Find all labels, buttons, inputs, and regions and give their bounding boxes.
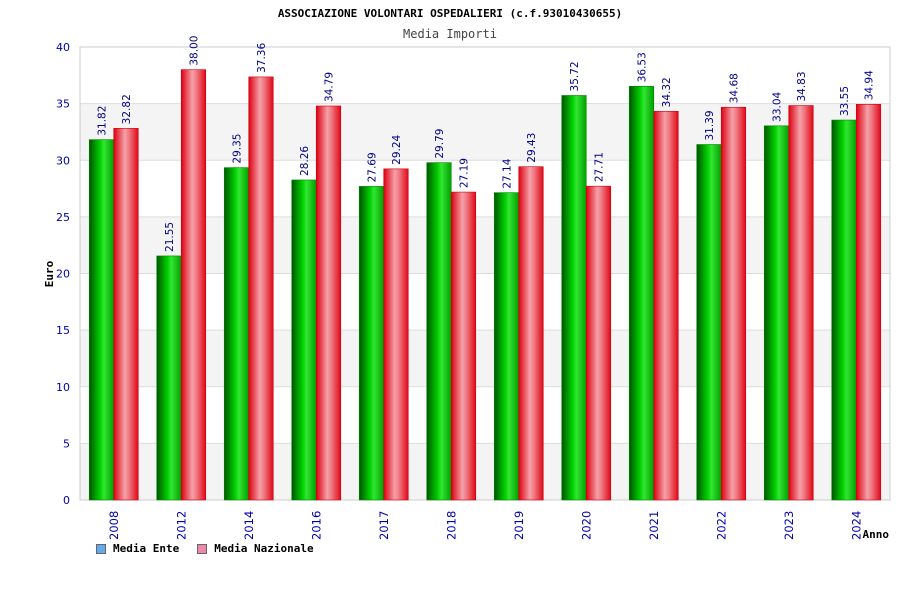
bar-media-ente — [831, 119, 857, 501]
bar-media-ente — [628, 85, 655, 501]
legend-label-nazionale: Media Nazionale — [214, 542, 314, 555]
x-tick-label: 2020 — [579, 511, 593, 540]
bar-value-label: 35.72 — [569, 61, 581, 91]
bars-group — [88, 69, 882, 501]
bar-media-ente — [426, 162, 452, 501]
bar-value-label: 34.94 — [864, 70, 876, 100]
x-tick-label: 2024 — [849, 511, 863, 540]
bar-value-label: 34.68 — [729, 73, 741, 103]
bar-value-label: 34.32 — [661, 77, 673, 107]
bar-media-nazionale — [383, 168, 409, 501]
legend-item-ente: Media Ente — [96, 542, 179, 555]
bar-labels-group: 31.82 32.82 21.55 38.00 29.35 37.36 28.26 34.79… — [97, 36, 876, 252]
bar-media-ente — [291, 179, 317, 501]
bar-value-label: 38.00 — [189, 36, 201, 66]
legend-swatch-ente — [96, 543, 106, 554]
x-tick-label: 2012 — [174, 511, 188, 540]
bar-value-label: 29.24 — [391, 134, 403, 164]
bar-media-nazionale — [653, 111, 679, 501]
bar-value-label: 28.26 — [299, 146, 311, 176]
bar-value-label: 27.19 — [459, 158, 471, 188]
bar-value-label: 27.71 — [594, 152, 606, 182]
chart-title: ASSOCIAZIONE VOLONTARI OSPEDALIERI (c.f.… — [278, 7, 622, 20]
x-tick-label: 2017 — [377, 511, 391, 540]
grid-band — [80, 386, 890, 444]
legend-label-ente: Media Ente — [113, 542, 180, 555]
bar-media-ente — [358, 186, 385, 501]
y-tick-label: 25 — [56, 211, 70, 224]
bar-value-label: 37.36 — [256, 43, 268, 73]
bar-media-ente — [696, 144, 722, 501]
bar-media-ente — [561, 95, 587, 501]
bar-value-label: 33.55 — [839, 86, 851, 116]
bar-value-label: 29.43 — [526, 133, 538, 163]
y-tick-label: 40 — [56, 41, 70, 54]
y-tick-label: 15 — [56, 324, 70, 337]
bar-value-label: 31.82 — [97, 106, 109, 136]
plot-area — [79, 46, 891, 501]
bar-media-nazionale — [248, 76, 274, 501]
x-axis: 2008 2012 2014 2016 2017 2018 2019 2020 2021 2022… — [107, 511, 864, 540]
grid-band — [80, 103, 890, 161]
x-tick-label: 2022 — [714, 511, 728, 540]
x-axis-label: Anno — [863, 528, 890, 541]
bar-media-ente — [763, 125, 790, 501]
bar-media-nazionale — [315, 105, 342, 501]
plot-border — [79, 46, 891, 501]
bar-media-nazionale — [113, 128, 139, 501]
bar-media-ente — [88, 139, 115, 501]
bar-media-nazionale — [518, 166, 544, 501]
y-tick-label: 35 — [56, 98, 70, 111]
bar-media-nazionale — [788, 105, 814, 501]
grid-band — [80, 273, 890, 331]
bar-value-label: 36.53 — [637, 52, 649, 82]
y-axis-label: Euro — [43, 260, 56, 287]
x-tick-label: 2014 — [242, 511, 256, 540]
y-tick-label: 10 — [56, 381, 70, 394]
bar-value-label: 29.79 — [434, 129, 446, 159]
y-tick-label: 0 — [63, 494, 70, 507]
x-tick-label: 2023 — [782, 511, 796, 540]
bar-media-ente — [156, 255, 182, 501]
y-tick-label: 30 — [56, 154, 70, 167]
grid-band — [80, 443, 890, 500]
x-tick-label: 2019 — [512, 511, 526, 540]
chart-subtitle: Media Importi — [403, 27, 497, 41]
grid-band — [80, 47, 890, 104]
grid-band — [80, 160, 890, 217]
grid-band — [80, 216, 890, 274]
bar-value-label: 31.39 — [704, 110, 716, 140]
legend-item-nazionale: Media Nazionale — [197, 542, 314, 555]
bar-value-label: 29.35 — [232, 134, 244, 164]
x-tick-label: 2018 — [444, 511, 458, 540]
y-tick-label: 20 — [56, 268, 70, 281]
bar-value-label: 33.04 — [772, 91, 784, 121]
x-tick-label: 2008 — [107, 511, 121, 540]
bar-media-nazionale — [585, 185, 612, 501]
legend-swatch-nazionale — [197, 543, 208, 554]
x-tick-label: 2021 — [647, 511, 661, 540]
bar-media-nazionale — [180, 69, 207, 501]
bar-value-label: 34.79 — [324, 72, 336, 102]
bar-value-label: 32.82 — [121, 94, 133, 124]
grid-band — [80, 330, 890, 387]
bar-media-nazionale — [450, 191, 477, 501]
bar-media-ente — [223, 167, 250, 501]
bar-value-label: 21.55 — [164, 222, 176, 252]
bar-value-label: 34.83 — [796, 71, 808, 101]
y-tick-label: 5 — [63, 437, 70, 450]
bar-value-label: 27.69 — [367, 152, 379, 182]
x-tick-label: 2016 — [309, 511, 323, 540]
legend: Media Ente Media Nazionale — [96, 542, 314, 555]
bar-media-nazionale — [855, 104, 882, 501]
bar-media-nazionale — [720, 106, 747, 501]
y-axis: 0 5 10 15 20 25 30 35 40 — [56, 41, 70, 507]
bar-media-ente — [493, 192, 520, 501]
bar-value-label: 27.14 — [502, 158, 514, 188]
